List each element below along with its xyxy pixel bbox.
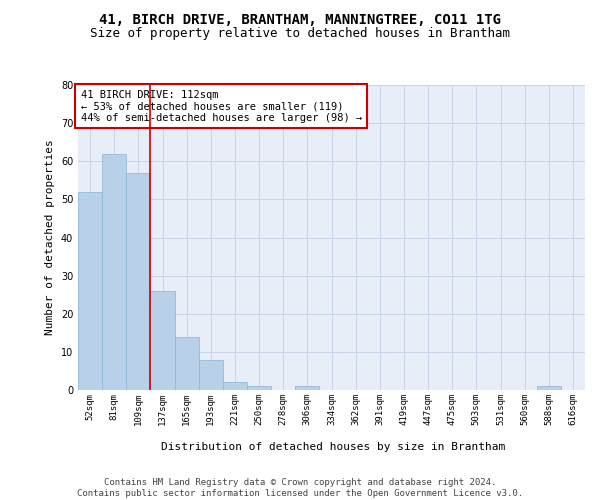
Bar: [78, 192, 102, 390]
Bar: [199, 360, 223, 390]
Y-axis label: Number of detached properties: Number of detached properties: [45, 140, 55, 336]
Bar: [537, 386, 561, 390]
Bar: [223, 382, 247, 390]
Bar: [102, 154, 126, 390]
Text: Distribution of detached houses by size in Brantham: Distribution of detached houses by size …: [161, 442, 505, 452]
Text: 41 BIRCH DRIVE: 112sqm
← 53% of detached houses are smaller (119)
44% of semi-de: 41 BIRCH DRIVE: 112sqm ← 53% of detached…: [80, 90, 362, 123]
Bar: [175, 336, 199, 390]
Text: 41, BIRCH DRIVE, BRANTHAM, MANNINGTREE, CO11 1TG: 41, BIRCH DRIVE, BRANTHAM, MANNINGTREE, …: [99, 12, 501, 26]
Bar: [247, 386, 271, 390]
Text: Contains HM Land Registry data © Crown copyright and database right 2024.
Contai: Contains HM Land Registry data © Crown c…: [77, 478, 523, 498]
Text: Size of property relative to detached houses in Brantham: Size of property relative to detached ho…: [90, 28, 510, 40]
Bar: [295, 386, 319, 390]
Bar: [151, 291, 175, 390]
Bar: [126, 172, 151, 390]
